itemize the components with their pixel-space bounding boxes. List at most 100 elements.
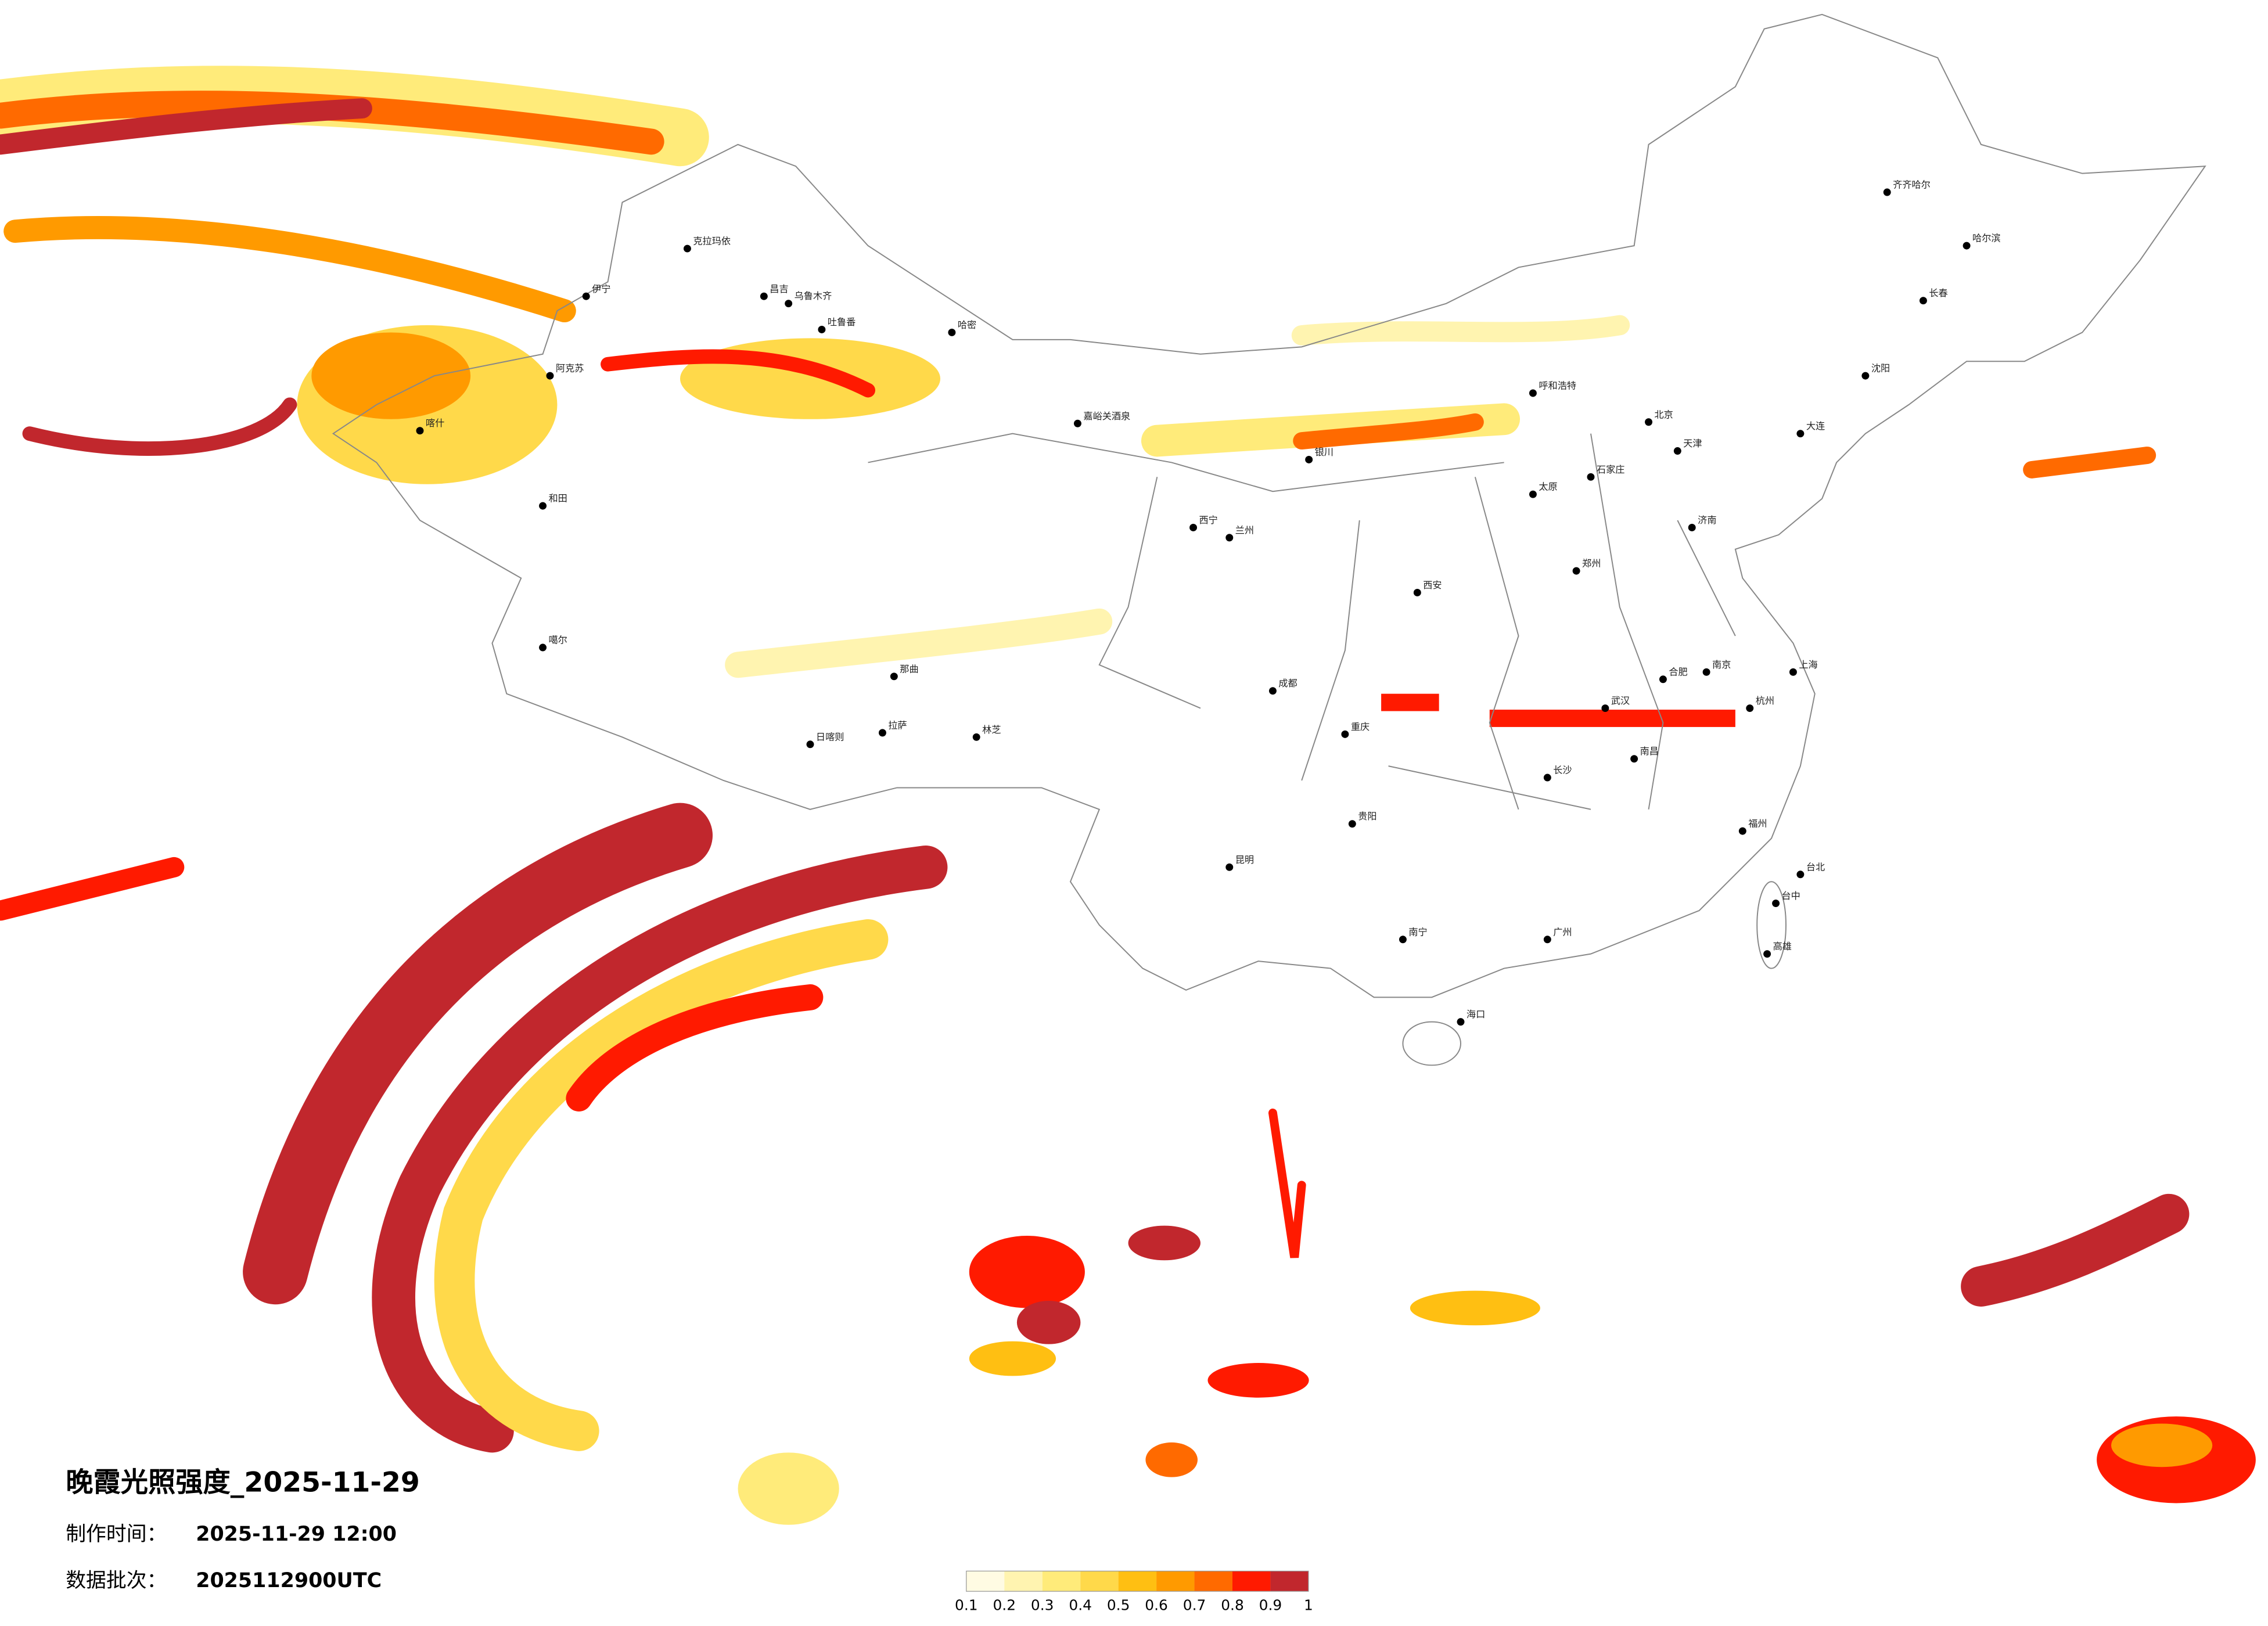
city-dot [1659, 675, 1667, 684]
city-label: 银川 [1315, 447, 1334, 458]
city-label: 广州 [1553, 926, 1572, 937]
heat-band [1293, 413, 1484, 450]
made-time-label: 制作时间： [66, 1523, 167, 1546]
heat-blob [969, 1236, 1085, 1308]
colorbar-swatch [1004, 1571, 1043, 1592]
city-dot [1268, 687, 1277, 695]
city-label: 天津 [1683, 438, 1702, 449]
city-label: 高雄 [1773, 941, 1792, 952]
city-label: 武汉 [1611, 695, 1630, 706]
city-dot [1399, 936, 1407, 944]
city-dot [1861, 372, 1870, 380]
city-dot [1572, 567, 1580, 575]
city-dot [539, 643, 547, 652]
heat-band [0, 98, 372, 155]
colorbar-tick-label: 0.2 [993, 1597, 1016, 1614]
heat-blob [1016, 1301, 1081, 1344]
city-label: 哈尔滨 [1972, 233, 2000, 244]
city-label: 南京 [1712, 659, 1731, 670]
city-label: 上海 [1799, 659, 1817, 670]
city-dot [1529, 490, 1537, 498]
colorbar-swatch [1118, 1571, 1157, 1592]
city-dot [1702, 668, 1710, 676]
boundaries [332, 13, 2206, 1066]
country-outline [332, 13, 2206, 998]
heat-blob [1410, 1290, 1540, 1326]
city-dot [1645, 418, 1653, 426]
city-dot [1738, 827, 1746, 835]
city-label: 嘉峪关酒泉 [1083, 411, 1130, 422]
city-label: 吐鲁番 [828, 316, 856, 328]
city-label: 海口 [1467, 1009, 1485, 1020]
city-dot [785, 300, 793, 308]
colorbar-tick-label: 0.7 [1183, 1597, 1206, 1614]
city-label: 成都 [1278, 678, 1297, 689]
colorbar-swatch [1194, 1571, 1232, 1592]
city-dot [1457, 1018, 1465, 1026]
city-dot [1601, 704, 1609, 713]
city-label: 重庆 [1351, 721, 1370, 732]
city-dot [1772, 900, 1780, 908]
city-label: 合肥 [1669, 666, 1687, 677]
city-dot [546, 372, 554, 380]
city-label: 济南 [1698, 515, 1716, 526]
made-time-value: 2025-11-29 12:00 [196, 1523, 397, 1546]
heat-streak [1489, 710, 1735, 727]
city-dot [878, 729, 886, 737]
heat-band [3, 216, 576, 323]
city-dot [1919, 297, 1927, 305]
city-label: 日喀则 [816, 731, 844, 742]
colorbar-swatch [1156, 1571, 1195, 1592]
colorbar-tick-label: 0.1 [955, 1597, 978, 1614]
heat-band [0, 857, 185, 921]
city-label: 阿克苏 [556, 363, 584, 374]
city-label: 喀什 [426, 418, 444, 429]
city-label: 太原 [1539, 481, 1557, 492]
heat-blob [1128, 1225, 1201, 1261]
colorbar-tick-label: 0.6 [1145, 1597, 1168, 1614]
city-dot [1963, 242, 1971, 250]
city-dot [1348, 820, 1356, 828]
colorbar-tick-label: 0.8 [1221, 1597, 1244, 1614]
heat-band [725, 608, 1113, 678]
colorbar-frame [966, 1570, 1309, 1592]
colorbar-swatch [1080, 1571, 1119, 1592]
city-label: 兰州 [1235, 524, 1254, 535]
city-label: 哈密 [958, 319, 976, 330]
city-label: 噶尔 [549, 635, 567, 646]
province-lines [868, 433, 1736, 810]
city-dot [1341, 730, 1349, 738]
city-dot [890, 672, 898, 681]
city-dot [1883, 188, 1891, 196]
city-label: 齐齐哈尔 [1893, 179, 1931, 190]
heat-band [1291, 315, 1630, 346]
city-label: 福州 [1748, 818, 1767, 829]
colorbar-tick-label: 0.4 [1069, 1597, 1092, 1614]
city-dot [1746, 704, 1754, 713]
city-label: 杭州 [1756, 695, 1774, 706]
heat-blob [969, 1341, 1056, 1376]
city-dot [1796, 870, 1805, 879]
heat-arc [566, 984, 824, 1111]
city-label: 郑州 [1582, 558, 1601, 569]
city-dot [1789, 668, 1797, 676]
city-dot [539, 502, 547, 510]
colorbar-tick-label: 0.5 [1107, 1597, 1130, 1614]
city-dot [1688, 523, 1696, 531]
city-dot [972, 733, 980, 741]
city-dot [1189, 523, 1198, 531]
city-dot [1225, 863, 1234, 871]
city-label: 贵阳 [1358, 811, 1376, 822]
city-dot [1763, 950, 1771, 958]
map-title: 晚霞光照强度_2025-11-29 [66, 1467, 420, 1499]
city-dot [806, 740, 814, 749]
heat-layer [0, 66, 2256, 1525]
colorbar: 0.1 0.2 0.3 0.4 0.5 0.6 0.7 0.8 0.9 1 [955, 1570, 1313, 1614]
heat-arc [372, 846, 948, 1453]
city-dot [683, 244, 691, 253]
city-dot [1673, 447, 1681, 455]
city-label: 北京 [1655, 409, 1673, 420]
colorbar-swatch [1270, 1571, 1309, 1592]
